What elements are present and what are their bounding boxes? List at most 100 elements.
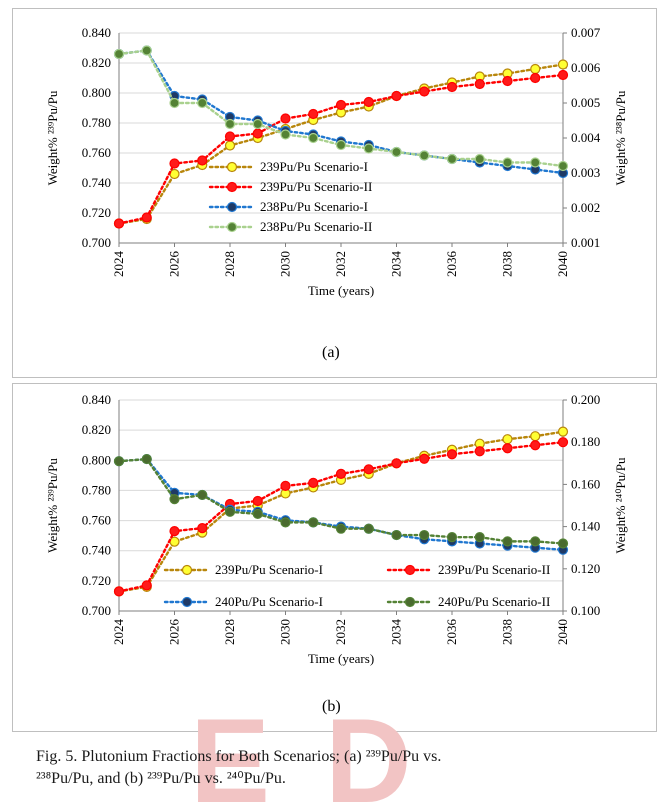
caption-line-2: ²³⁸Pu/Pu, and (b) ²³⁹Pu/Pu vs. ²⁴⁰Pu/Pu. <box>36 770 286 787</box>
y-tick-label: 0.820 <box>82 422 111 437</box>
y2-tick-label: 0.100 <box>571 603 600 618</box>
data-point <box>557 69 569 81</box>
y2-tick-label: 0.002 <box>571 200 600 215</box>
y-tick-label: 0.720 <box>82 573 111 588</box>
y2-tick-label: 0.200 <box>571 392 600 407</box>
data-point <box>308 517 319 528</box>
y-tick-label: 0.740 <box>82 543 111 558</box>
legend-swatch-marker <box>181 596 193 608</box>
y2-tick-label: 0.006 <box>571 60 601 75</box>
y-tick-label: 0.780 <box>82 482 111 497</box>
data-point <box>530 431 541 442</box>
data-point <box>446 449 458 460</box>
x-tick-label: 2034 <box>389 251 404 278</box>
legend-swatch-marker <box>181 564 193 576</box>
data-point <box>280 113 291 124</box>
data-point <box>363 96 374 108</box>
data-point <box>224 506 236 517</box>
y2-tick-label: 0.005 <box>571 95 600 110</box>
data-point <box>391 146 402 158</box>
y2-tick-label: 0.180 <box>571 434 600 449</box>
caption-line-1: Fig. 5. Plutonium Fractions for Both Sce… <box>36 748 442 765</box>
y-axis-label: Weight% ²³⁹Pu/Pu <box>45 90 60 185</box>
x-tick-label: 2036 <box>444 251 459 278</box>
y2-tick-label: 0.007 <box>571 25 601 40</box>
data-point <box>391 458 402 469</box>
data-point <box>169 536 180 547</box>
y-tick-label: 0.820 <box>82 55 111 70</box>
data-point <box>113 48 125 60</box>
x-tick-label: 2038 <box>500 619 515 645</box>
data-point <box>502 536 513 547</box>
x-tick-label: 2038 <box>500 251 515 277</box>
data-point <box>419 529 430 541</box>
y-tick-label: 0.740 <box>82 175 111 190</box>
data-point <box>335 468 347 479</box>
data-point <box>530 440 541 451</box>
data-point <box>169 158 180 169</box>
data-point <box>502 443 513 454</box>
y2-tick-label: 0.120 <box>571 561 600 576</box>
data-point <box>502 157 513 168</box>
legend-entry: 239Pu/Pu Scenario-II <box>438 562 550 577</box>
y2-axis-label: Weight% ²³⁸Pu/Pu <box>613 90 628 185</box>
data-point <box>391 529 402 541</box>
data-point <box>446 532 458 543</box>
y-tick-label: 0.800 <box>82 85 111 100</box>
x-axis-label: Time (years) <box>308 651 374 666</box>
x-tick-label: 2030 <box>278 251 293 277</box>
legend-entry: 239Pu/Pu Scenario-I <box>260 159 368 174</box>
series-line <box>117 430 565 593</box>
x-tick-label: 2026 <box>167 619 182 646</box>
data-point <box>419 150 430 161</box>
y2-tick-label: 0.003 <box>571 165 600 180</box>
legend-swatch-marker <box>226 161 238 173</box>
data-point <box>197 97 208 109</box>
x-tick-label: 2028 <box>222 619 237 645</box>
legend-swatch-marker <box>404 564 416 576</box>
x-tick-label: 2024 <box>111 251 126 278</box>
data-point <box>557 538 569 549</box>
y-tick-label: 0.720 <box>82 205 111 220</box>
data-point <box>252 118 263 130</box>
legend-entry: 238Pu/Pu Scenario-II <box>260 219 372 234</box>
y2-axis-label: Weight% ²⁴⁰Pu/Pu <box>613 457 628 554</box>
data-point <box>169 494 180 505</box>
y-tick-label: 0.760 <box>82 145 111 160</box>
y2-tick-label: 0.001 <box>571 235 600 250</box>
data-point <box>474 532 485 543</box>
data-point <box>197 523 208 534</box>
data-point <box>280 480 291 492</box>
data-point <box>252 495 263 507</box>
x-tick-label: 2032 <box>333 619 348 645</box>
data-point <box>308 108 319 120</box>
legend-swatch-marker <box>226 181 238 193</box>
legend-swatch-marker <box>226 221 238 233</box>
panel-label-a: (a) <box>322 344 340 361</box>
x-tick-label: 2040 <box>555 251 570 277</box>
data-point <box>557 59 569 70</box>
x-tick-label: 2034 <box>389 619 404 646</box>
data-point <box>169 97 180 109</box>
data-point <box>557 426 569 437</box>
legend-entry: 239Pu/Pu Scenario-I <box>215 562 323 577</box>
data-point <box>280 129 291 140</box>
data-point <box>335 523 347 534</box>
y-tick-label: 0.840 <box>82 392 111 407</box>
data-point <box>530 536 541 547</box>
data-point <box>557 437 569 448</box>
y-tick-label: 0.700 <box>82 603 111 618</box>
data-point <box>308 132 319 144</box>
data-point <box>557 160 569 172</box>
x-tick-label: 2024 <box>111 619 126 646</box>
x-axis-label: Time (years) <box>308 283 374 298</box>
data-point <box>141 45 152 56</box>
data-point <box>252 508 263 520</box>
x-tick-label: 2026 <box>167 251 182 278</box>
data-point <box>141 212 152 223</box>
data-point <box>474 78 485 90</box>
data-point <box>419 453 430 464</box>
data-point <box>141 580 152 591</box>
data-point <box>224 118 236 130</box>
